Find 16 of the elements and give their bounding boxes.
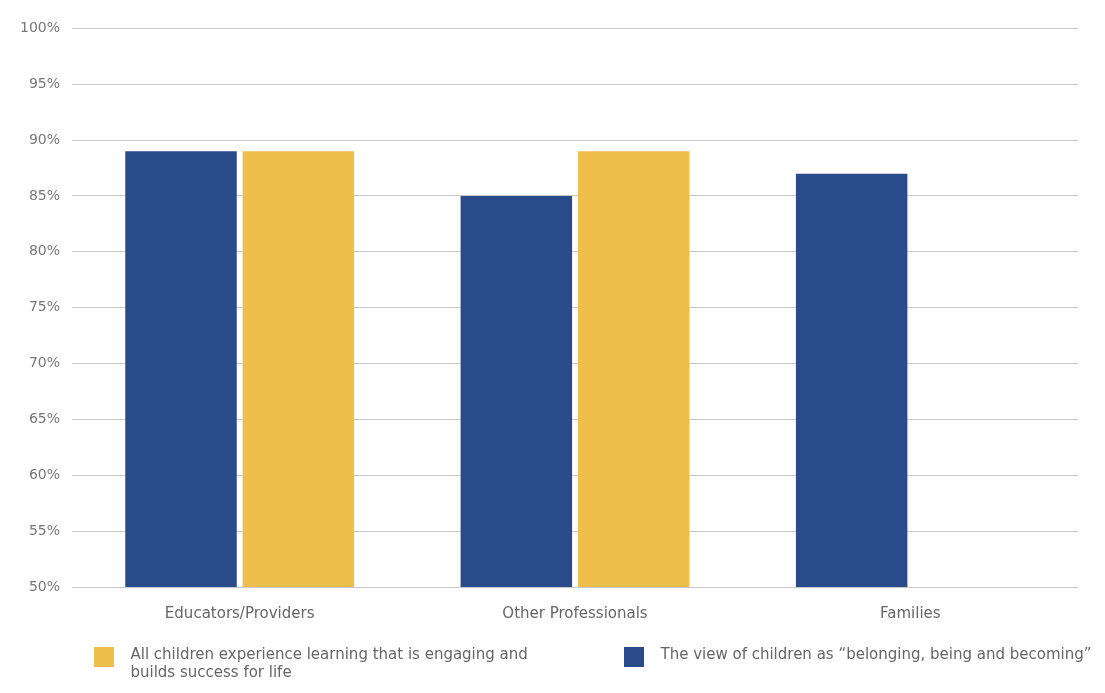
- y-tick-label: 90%: [28, 130, 61, 147]
- y-tick-label: 70%: [28, 354, 61, 371]
- y-tick-label: 80%: [28, 242, 61, 259]
- x-tick-label: Families: [880, 603, 941, 622]
- y-tick-label: 65%: [28, 410, 61, 427]
- y-tick-label: 50%: [28, 577, 61, 594]
- y-tick-label: 60%: [28, 465, 61, 482]
- y-tick-label: 75%: [28, 298, 61, 315]
- legend-label: All children experience learning that is engaging and builds success for life: [130, 645, 529, 681]
- y-tick-label: 100%: [19, 19, 61, 36]
- y-tick-label: 95%: [28, 74, 61, 91]
- x-tick-label: Educators/Providers: [164, 603, 315, 622]
- y-tick-label: 55%: [28, 521, 61, 538]
- y-tick-label: 85%: [28, 186, 61, 203]
- legend-label: The view of children as “belonging, being and becoming”: [660, 645, 1092, 663]
- x-tick-label: Other Professionals: [502, 603, 648, 622]
